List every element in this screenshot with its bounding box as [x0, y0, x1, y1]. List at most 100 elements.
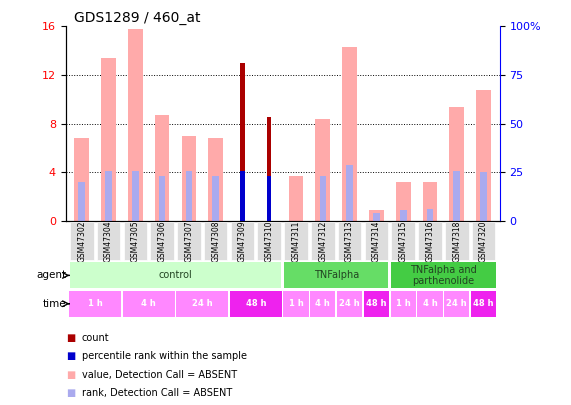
FancyBboxPatch shape: [123, 291, 175, 317]
FancyBboxPatch shape: [258, 222, 281, 260]
Bar: [342, 47, 357, 221]
Bar: [267, 117, 271, 221]
FancyBboxPatch shape: [70, 262, 282, 288]
Bar: [208, 138, 223, 221]
Bar: [78, 182, 85, 221]
Bar: [182, 136, 196, 221]
Text: percentile rank within the sample: percentile rank within the sample: [82, 352, 247, 361]
FancyBboxPatch shape: [418, 222, 442, 260]
Text: 24 h: 24 h: [339, 299, 360, 308]
Bar: [449, 107, 464, 221]
Text: GSM47312: GSM47312: [318, 220, 327, 262]
FancyBboxPatch shape: [338, 222, 361, 260]
FancyBboxPatch shape: [284, 222, 308, 260]
FancyBboxPatch shape: [310, 291, 335, 317]
FancyBboxPatch shape: [177, 222, 200, 260]
Bar: [480, 172, 487, 221]
FancyBboxPatch shape: [70, 222, 94, 260]
Text: GSM47311: GSM47311: [292, 220, 300, 262]
Bar: [289, 176, 303, 221]
Bar: [320, 176, 326, 221]
Bar: [373, 213, 380, 221]
Text: GSM47307: GSM47307: [184, 220, 194, 262]
Text: GSM47313: GSM47313: [345, 220, 354, 262]
FancyBboxPatch shape: [230, 291, 282, 317]
Text: GSM47306: GSM47306: [158, 220, 167, 262]
FancyBboxPatch shape: [284, 262, 388, 288]
Text: 1 h: 1 h: [88, 299, 103, 308]
Text: GSM47304: GSM47304: [104, 220, 113, 262]
Text: 1 h: 1 h: [289, 299, 303, 308]
Text: ■: ■: [66, 388, 75, 398]
Text: TNFalpha and
parthenolide: TNFalpha and parthenolide: [410, 264, 477, 286]
Text: 48 h: 48 h: [473, 299, 494, 308]
FancyBboxPatch shape: [231, 222, 254, 260]
Text: GSM47318: GSM47318: [452, 220, 461, 262]
Bar: [132, 171, 139, 221]
Text: rank, Detection Call = ABSENT: rank, Detection Call = ABSENT: [82, 388, 232, 398]
Bar: [159, 176, 166, 221]
Bar: [128, 29, 143, 221]
FancyBboxPatch shape: [69, 291, 121, 317]
FancyBboxPatch shape: [150, 222, 174, 260]
Text: count: count: [82, 333, 109, 343]
Bar: [186, 171, 192, 221]
Text: agent: agent: [36, 271, 66, 280]
Bar: [240, 63, 244, 221]
Bar: [400, 210, 407, 221]
Bar: [476, 90, 491, 221]
Text: GDS1289 / 460_at: GDS1289 / 460_at: [74, 11, 201, 25]
Bar: [105, 171, 112, 221]
Text: 4 h: 4 h: [423, 299, 437, 308]
Bar: [346, 165, 353, 221]
Bar: [453, 171, 460, 221]
Bar: [101, 58, 116, 221]
FancyBboxPatch shape: [337, 291, 362, 317]
Text: 48 h: 48 h: [246, 299, 266, 308]
FancyBboxPatch shape: [391, 222, 415, 260]
Text: GSM47315: GSM47315: [399, 220, 408, 262]
Text: 48 h: 48 h: [366, 299, 387, 308]
Bar: [427, 209, 433, 221]
Bar: [240, 171, 244, 221]
FancyBboxPatch shape: [311, 222, 335, 260]
Text: 24 h: 24 h: [447, 299, 467, 308]
Bar: [155, 115, 170, 221]
Text: GSM47309: GSM47309: [238, 220, 247, 262]
Text: value, Detection Call = ABSENT: value, Detection Call = ABSENT: [82, 370, 237, 379]
FancyBboxPatch shape: [364, 291, 389, 317]
FancyBboxPatch shape: [96, 222, 120, 260]
FancyBboxPatch shape: [204, 222, 227, 260]
Bar: [369, 210, 384, 221]
Text: ■: ■: [66, 333, 75, 343]
Text: GSM47316: GSM47316: [425, 220, 435, 262]
Text: 4 h: 4 h: [315, 299, 330, 308]
Bar: [396, 182, 411, 221]
Text: TNFalpha: TNFalpha: [313, 271, 359, 280]
Text: GSM47314: GSM47314: [372, 220, 381, 262]
FancyBboxPatch shape: [391, 262, 496, 288]
Text: 4 h: 4 h: [142, 299, 156, 308]
Text: ■: ■: [66, 370, 75, 379]
FancyBboxPatch shape: [283, 291, 309, 317]
Text: 1 h: 1 h: [396, 299, 411, 308]
Text: GSM47310: GSM47310: [265, 220, 274, 262]
FancyBboxPatch shape: [176, 291, 228, 317]
FancyBboxPatch shape: [444, 291, 469, 317]
FancyBboxPatch shape: [472, 222, 495, 260]
Text: ■: ■: [66, 352, 75, 361]
FancyBboxPatch shape: [391, 291, 416, 317]
FancyBboxPatch shape: [445, 222, 469, 260]
Text: GSM47308: GSM47308: [211, 220, 220, 262]
Text: GSM47305: GSM47305: [131, 220, 140, 262]
Text: GSM47320: GSM47320: [479, 220, 488, 262]
Bar: [74, 138, 89, 221]
FancyBboxPatch shape: [123, 222, 147, 260]
FancyBboxPatch shape: [365, 222, 388, 260]
Bar: [212, 176, 219, 221]
Text: GSM47302: GSM47302: [77, 220, 86, 262]
Text: 24 h: 24 h: [192, 299, 212, 308]
FancyBboxPatch shape: [417, 291, 443, 317]
Bar: [267, 176, 271, 221]
Bar: [315, 119, 330, 221]
